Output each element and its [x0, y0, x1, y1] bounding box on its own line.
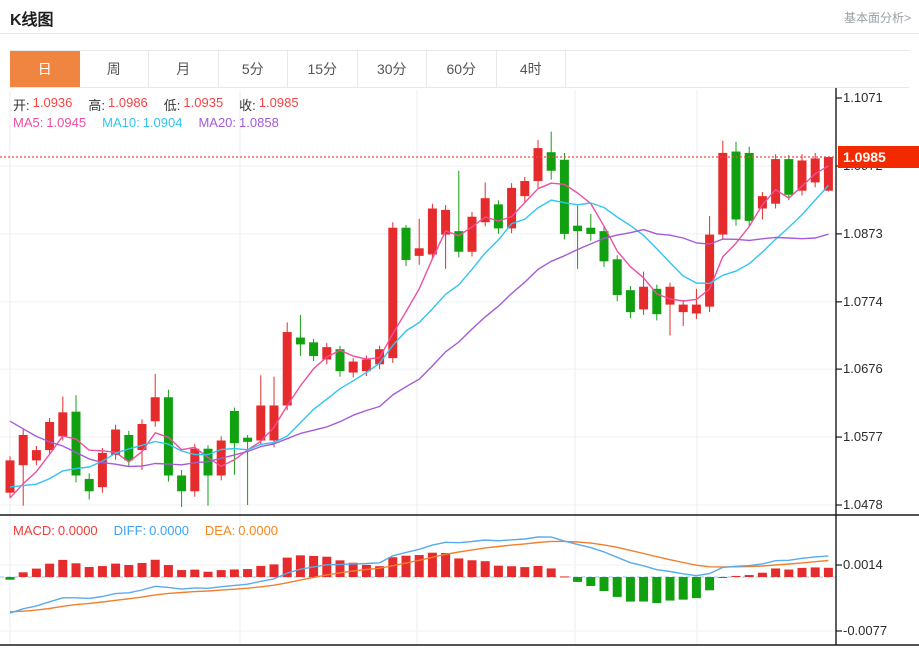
legend-pair-开: 开: 1.0936	[13, 95, 73, 113]
macd-tick-0.0014: 0.0014	[843, 557, 883, 572]
price-tick-1.1071: 1.1071	[843, 90, 883, 105]
legend-pair-MA20: MA20: 1.0858	[198, 115, 279, 130]
legend-pair-MACD: MACD: 0.0000	[13, 523, 98, 538]
macd-legend: MACD: 0.0000 DIFF: 0.0000 DEA: 0.0000	[13, 523, 278, 538]
macd-tick--0.0077: -0.0077	[843, 623, 888, 638]
price-tick-1.0577: 1.0577	[843, 429, 883, 445]
legend-pair-MA10: MA10: 1.0904	[102, 115, 183, 130]
price-tick-1.0478: 1.0478	[843, 497, 883, 512]
period-tab-月[interactable]: 月	[149, 51, 219, 87]
period-tabs: 日周月 5分 15分 30分 60分 4时	[10, 50, 909, 88]
ohlc-legend: 开: 1.0936 高: 1.0986 低: 1.0935 收: 1.0985	[13, 95, 299, 114]
price-tick-1.0774: 1.0774	[843, 293, 883, 309]
period-tab-周[interactable]: 周	[79, 51, 149, 87]
period-tab-60分[interactable]: 60分	[427, 51, 497, 87]
period-tab-4时[interactable]: 4时	[496, 51, 566, 87]
page-title: K线图	[10, 12, 54, 29]
widget-header: K线图 基本面分析>	[0, 0, 919, 34]
price-tick-1.0676: 1.0676	[843, 361, 883, 377]
price-tick-1.0873: 1.0873	[843, 225, 883, 241]
legend-pair-收: 收: 1.0985	[239, 95, 299, 113]
period-tab-30分[interactable]: 30分	[357, 51, 427, 87]
ma-legend: MA5: 1.0945 MA10: 1.0904 MA20: 1.0858	[13, 115, 279, 130]
legend-pair-MA5: MA5: 1.0945	[13, 115, 87, 130]
fundamental-analysis-link[interactable]: 基本面分析>	[843, 11, 911, 25]
period-tab-15分[interactable]: 15分	[288, 51, 358, 87]
period-tab-日[interactable]: 日	[10, 51, 80, 87]
legend-pair-低: 低: 1.0935	[163, 95, 224, 113]
legend-pair-DEA: DEA: 0.0000	[204, 523, 279, 538]
legend-pair-DIFF: DIFF: 0.0000	[113, 523, 189, 538]
legend-pair-高: 高: 1.0986	[88, 95, 148, 113]
last-price-tag: 1.0985	[838, 146, 919, 169]
period-tab-5分[interactable]: 5分	[218, 51, 288, 87]
